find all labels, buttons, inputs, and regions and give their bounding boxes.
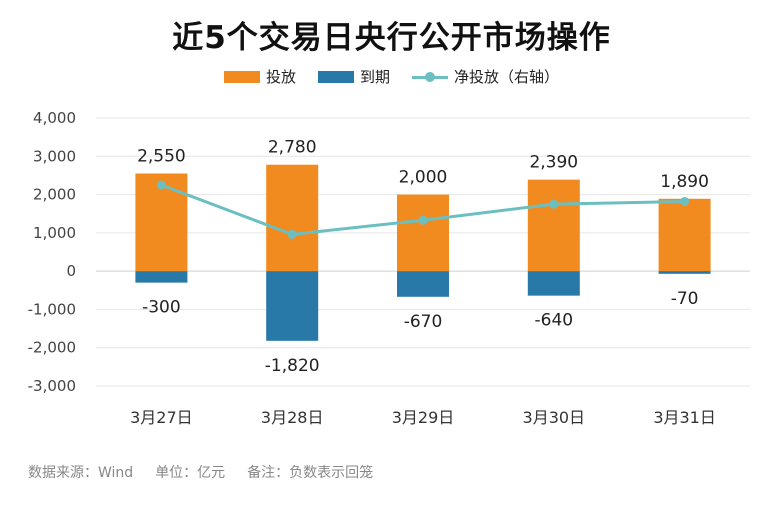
bar-maturity bbox=[527, 271, 580, 296]
data-label-issuance: 2,550 bbox=[137, 147, 186, 167]
x-tick-label: 3月29日 bbox=[392, 408, 455, 427]
chart-footer: 数据来源：Wind 单位：亿元 备注：负数表示回笼 bbox=[28, 462, 373, 482]
y-tick-label: -2,000 bbox=[28, 339, 76, 357]
data-label-maturity: -1,820 bbox=[265, 356, 320, 376]
bar-issuance bbox=[397, 194, 449, 272]
net-point bbox=[418, 215, 428, 225]
y-tick-label: 3,000 bbox=[33, 147, 76, 165]
legend-label-issuance: 投放 bbox=[265, 68, 296, 86]
footer-source: 数据来源：Wind bbox=[28, 465, 134, 481]
bar-maturity bbox=[397, 271, 449, 297]
net-point bbox=[287, 229, 297, 239]
bar-issuance bbox=[266, 164, 319, 272]
bar-maturity bbox=[135, 271, 188, 283]
net-point bbox=[549, 199, 559, 209]
legend-label-maturity: 到期 bbox=[359, 68, 390, 86]
legend-item-issuance: 投放 bbox=[223, 66, 296, 87]
bar-issuance bbox=[135, 173, 188, 272]
legend-item-net: 净投放（右轴） bbox=[412, 66, 559, 87]
x-tick-label: 3月28日 bbox=[261, 408, 324, 427]
chart-title: 近5个交易日央行公开市场操作 bbox=[172, 20, 611, 56]
data-label-issuance: 2,780 bbox=[268, 138, 317, 158]
legend-swatch-net bbox=[412, 71, 448, 83]
x-tick-label: 3月30日 bbox=[523, 408, 586, 427]
chart-legend: 投放 到期 净投放（右轴） bbox=[0, 66, 783, 87]
y-tick-label: 1,000 bbox=[33, 224, 76, 242]
y-tick-label: -1,000 bbox=[28, 300, 76, 318]
data-label-issuance: 2,000 bbox=[399, 168, 448, 188]
y-tick-label: -3,000 bbox=[28, 377, 76, 395]
bar-issuance bbox=[527, 179, 580, 272]
net-point bbox=[156, 180, 166, 190]
bar-maturity bbox=[266, 271, 319, 341]
data-label-maturity: -670 bbox=[404, 312, 443, 332]
legend-label-net: 净投放（右轴） bbox=[454, 68, 560, 86]
x-tick-label: 3月27日 bbox=[130, 408, 193, 427]
data-label-issuance: 1,890 bbox=[660, 172, 709, 192]
data-label-maturity: -300 bbox=[142, 298, 181, 318]
legend-item-maturity: 到期 bbox=[317, 66, 390, 87]
net-point bbox=[680, 196, 690, 206]
x-tick-label: 3月31日 bbox=[653, 408, 716, 427]
legend-swatch-maturity bbox=[317, 70, 354, 83]
y-tick-label: 4,000 bbox=[33, 109, 76, 127]
footer-unit: 单位：亿元 bbox=[155, 465, 226, 481]
bar-issuance bbox=[658, 198, 711, 272]
bar-maturity bbox=[658, 271, 711, 274]
y-tick-label: 0 bbox=[66, 262, 76, 280]
legend-swatch-issuance bbox=[223, 70, 260, 83]
footer-note: 备注：负数表示回笼 bbox=[247, 465, 374, 481]
data-label-maturity: -70 bbox=[671, 289, 699, 309]
data-label-maturity: -640 bbox=[535, 311, 574, 331]
y-tick-label: 2,000 bbox=[33, 186, 76, 204]
data-label-issuance: 2,390 bbox=[529, 153, 578, 173]
